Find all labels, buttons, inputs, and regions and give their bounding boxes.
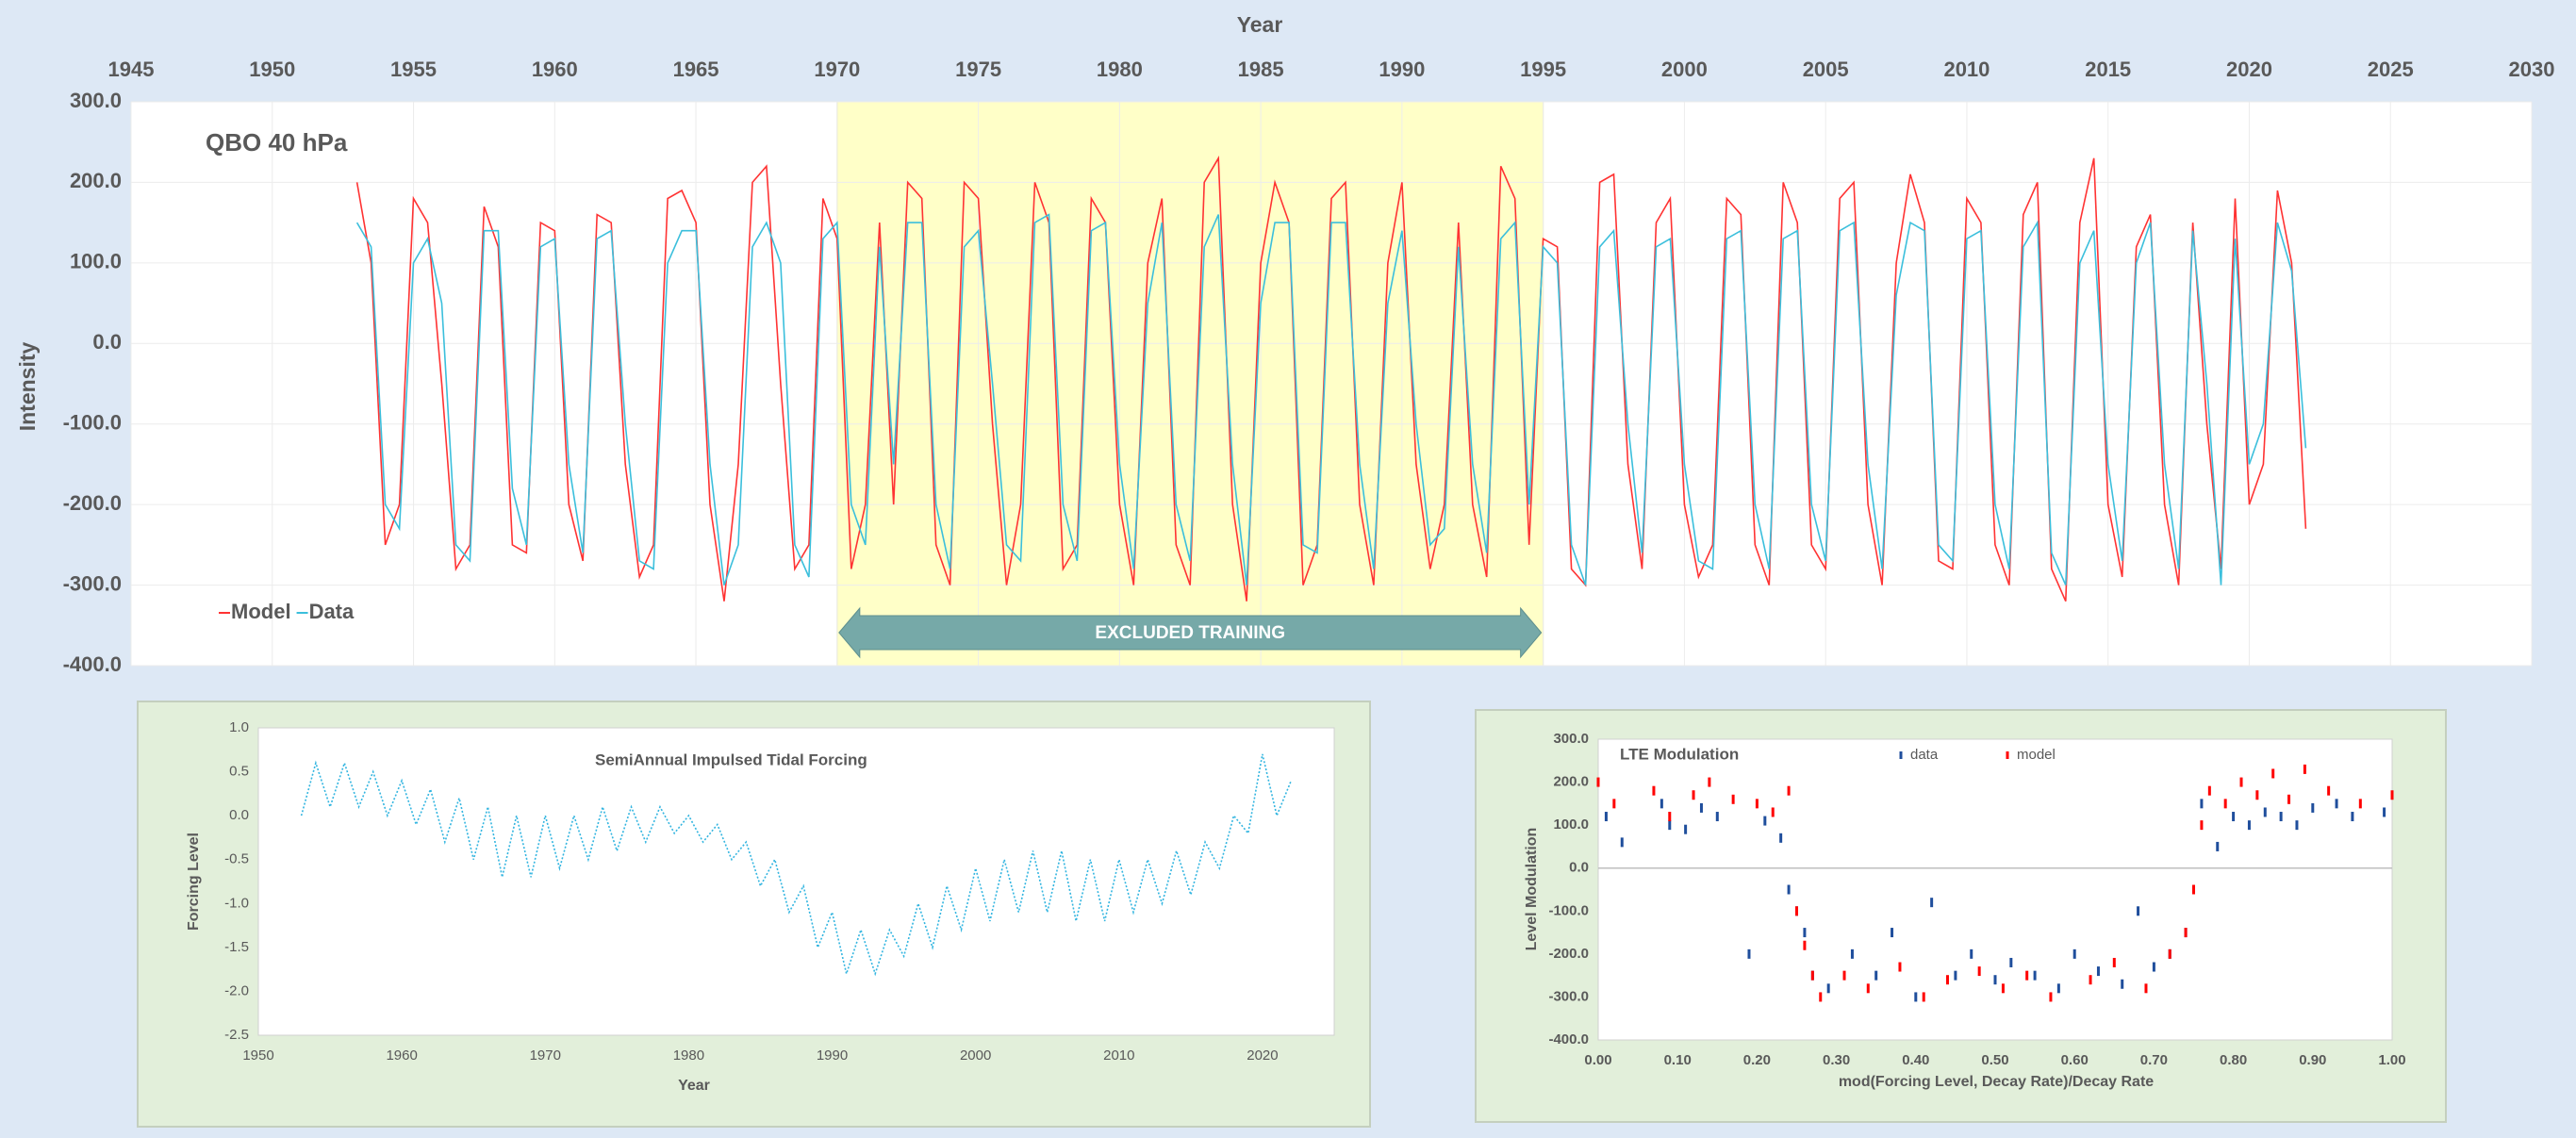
range-label: EXCLUDED TRAINING [1095,623,1285,643]
x-tick-label: 1980 [1097,58,1143,81]
x-tick-label: 2010 [1943,58,1990,81]
y-tick-label: -100.0 [1548,902,1589,918]
y-tick-label: 1.0 [229,719,249,735]
x-axis-label: Year [678,1078,710,1094]
y-tick-label: -1.0 [224,895,249,911]
y-axis-label: Intensity [15,342,40,432]
y-tick-label: 0.0 [92,330,122,354]
x-tick-label: 0.30 [1823,1052,1850,1068]
y-tick-label: -2.0 [224,982,249,998]
y-tick-label: -200.0 [63,491,122,515]
x-tick-label: 1980 [673,1047,704,1064]
y-tick-label: -200.0 [1548,946,1589,962]
x-tick-label: 1950 [242,1047,273,1064]
x-tick-label: 1970 [814,58,860,81]
plot-area [257,727,1335,1036]
x-tick-label: 0.10 [1664,1052,1692,1068]
y-tick-label: 200.0 [70,169,122,192]
x-tick-label: 1950 [249,58,295,81]
y-tick-label: 100.0 [70,250,122,273]
x-tick-label: 1955 [390,58,437,81]
x-tick-label: 2030 [2509,58,2555,81]
x-tick-label: 1990 [817,1047,848,1064]
series-line [355,213,2307,585]
forcing-line [300,753,1293,977]
x-tick-label: 2005 [1803,58,1849,81]
x-tick-label: 2015 [2085,58,2131,81]
x-tick-label: 0.40 [1902,1052,1929,1068]
x-tick-label: 2000 [960,1047,991,1064]
legend-label: Model [231,600,291,623]
y-tick-label: 0.0 [229,807,249,823]
legend-label: Data [309,600,355,623]
x-tick-label: 0.60 [2061,1052,2089,1068]
x-tick-label: 1985 [1238,58,1284,81]
x-tick-label: 0.20 [1743,1052,1771,1068]
chart-title: QBO 40 hPa [206,128,348,157]
y-tick-label: -300.0 [1548,988,1589,1004]
x-tick-label: 1.00 [2378,1052,2405,1068]
y-tick-label: -0.5 [224,851,249,867]
x-tick-label: 2020 [1247,1047,1278,1064]
x-tick-label: 0.90 [2299,1052,2326,1068]
x-tick-label: 1970 [530,1047,561,1064]
x-tick-label: 2025 [2368,58,2414,81]
y-tick-label: 0.5 [229,764,249,780]
y-tick-label: 200.0 [1553,774,1589,790]
x-tick-label: 1960 [386,1047,417,1064]
x-axis-label: Year [1237,12,1283,37]
y-tick-label: 100.0 [1553,816,1589,833]
series-line [355,156,2307,602]
y-tick-label: -300.0 [63,571,122,595]
y-tick-label: -400.0 [1548,1031,1589,1047]
y-tick-label: 300.0 [70,89,122,112]
x-tick-label: 0.70 [2140,1052,2168,1068]
x-tick-label: 1945 [108,58,155,81]
y-axis-label: Level Modulation [1524,828,1540,951]
x-tick-label: 0.80 [2220,1052,2247,1068]
y-tick-label: -400.0 [63,652,122,676]
y-axis-label: Forcing Level [186,833,202,931]
x-tick-label: 1965 [673,58,719,81]
plot-area [1597,738,2393,1041]
y-tick-label: 300.0 [1553,731,1589,747]
x-tick-label: 0.00 [1584,1052,1611,1068]
legend-label: data [1910,747,1939,763]
range-arrow [838,606,1543,659]
x-tick-label: 2000 [1661,58,1708,81]
x-tick-label: 1975 [955,58,1001,81]
y-tick-label: -2.5 [224,1027,249,1043]
x-tick-label: 1990 [1379,58,1425,81]
chart-title: LTE Modulation [1620,745,1739,763]
y-tick-label: 0.0 [1569,860,1589,876]
x-axis-label: mod(Forcing Level, Decay Rate)/Decay Rat… [1839,1074,2154,1090]
legend-label: model [2017,747,2056,763]
x-tick-label: 2020 [2226,58,2272,81]
chart-title: SemiAnnual Impulsed Tidal Forcing [595,750,867,768]
x-tick-label: 1995 [1520,58,1566,81]
y-tick-label: -100.0 [63,411,122,435]
x-tick-label: 2010 [1103,1047,1134,1064]
x-tick-label: 0.50 [1981,1052,2008,1068]
y-tick-label: -1.5 [224,939,249,955]
x-tick-label: 1960 [532,58,578,81]
